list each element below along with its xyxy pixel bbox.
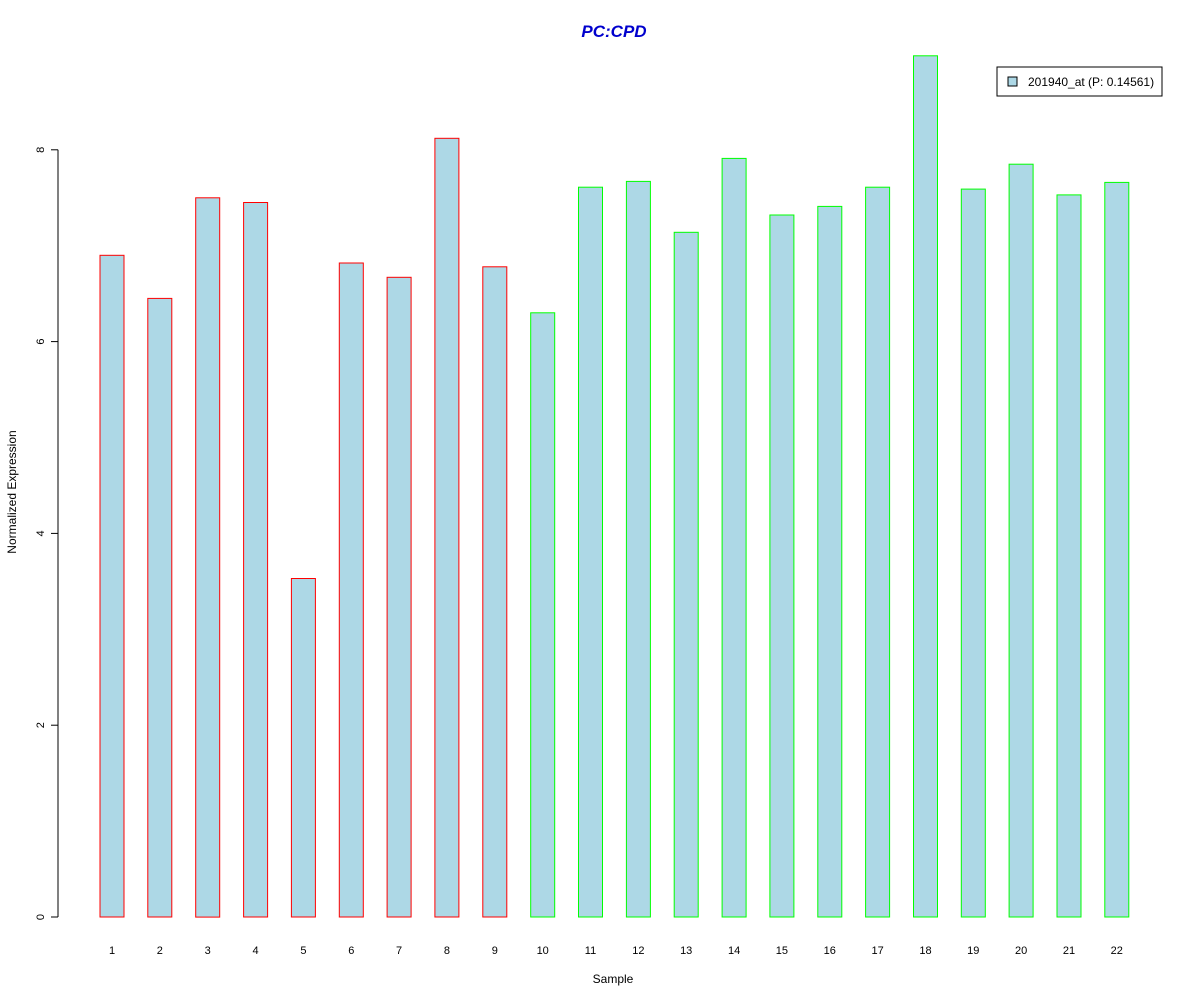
legend-box [996,66,1163,97]
x-tick-label-16: 16 [824,945,836,957]
bar-sample-5 [290,578,316,918]
x-tick-label-4: 4 [253,945,259,957]
bar-sample-6 [338,262,364,918]
x-tick-label-18: 18 [919,945,931,957]
y-tick-label-2: 2 [35,722,47,728]
x-tick-label-5: 5 [300,945,306,957]
x-tick-label-8: 8 [444,945,450,957]
x-tick-label-17: 17 [871,945,883,957]
x-tick-label-11: 11 [585,945,596,957]
legend-swatch-icon [1007,76,1018,87]
bar-sample-13 [673,231,699,918]
bar-sample-1 [99,254,125,918]
bar-sample-16 [817,205,843,918]
x-tick-label-9: 9 [492,945,498,957]
bar-sample-19 [960,188,986,918]
y-axis-ticks: 0 2 4 6 8 [35,147,58,920]
bar-sample-14 [721,157,747,918]
x-tick-label-10: 10 [537,945,549,957]
legend: 201940_at (P: 0.14561) [996,66,1163,97]
bar-sample-10 [530,312,556,918]
bar-sample-20 [1008,163,1034,918]
bar-sample-17 [865,186,891,918]
x-tick-label-7: 7 [396,945,402,957]
y-tick-label-8: 8 [35,147,47,153]
x-tick-label-21: 21 [1063,945,1075,957]
legend-entry-label: 201940_at (P: 0.14561) [1028,75,1154,89]
bar-sample-3 [195,197,221,918]
x-tick-labels: 1 2 3 4 5 6 7 8 9 10 11 12 13 14 15 16 17 18 19 20 21 22 [109,945,1123,957]
x-tick-label-14: 14 [728,945,740,957]
x-tick-label-15: 15 [776,945,788,957]
x-tick-label-13: 13 [680,945,692,957]
x-tick-label-12: 12 [632,945,644,957]
y-tick-label-6: 6 [35,339,47,345]
y-tick-label-4: 4 [35,530,47,536]
bar-sample-21 [1056,194,1082,918]
y-axis-label: Normalized Expression [5,430,19,553]
x-tick-label-6: 6 [348,945,354,957]
bar-sample-22 [1104,181,1130,918]
x-tick-label-19: 19 [967,945,979,957]
bars-group [99,55,1130,918]
bar-sample-7 [386,276,412,918]
bar-sample-2 [147,297,173,918]
x-tick-label-1: 1 [109,945,115,957]
bar-sample-4 [243,202,269,918]
bar-sample-9 [482,266,508,918]
bar-sample-15 [769,214,795,918]
bar-sample-11 [578,186,603,918]
x-tick-label-20: 20 [1015,945,1027,957]
x-axis-label: Sample [593,972,634,986]
x-tick-label-3: 3 [205,945,211,957]
bar-sample-8 [434,137,460,918]
bar-sample-18 [913,55,938,918]
x-tick-label-22: 22 [1111,945,1123,957]
chart-title: PC:CPD [581,22,646,41]
x-tick-label-2: 2 [157,945,163,957]
y-tick-label-0: 0 [35,914,47,920]
bar-sample-12 [625,180,651,918]
